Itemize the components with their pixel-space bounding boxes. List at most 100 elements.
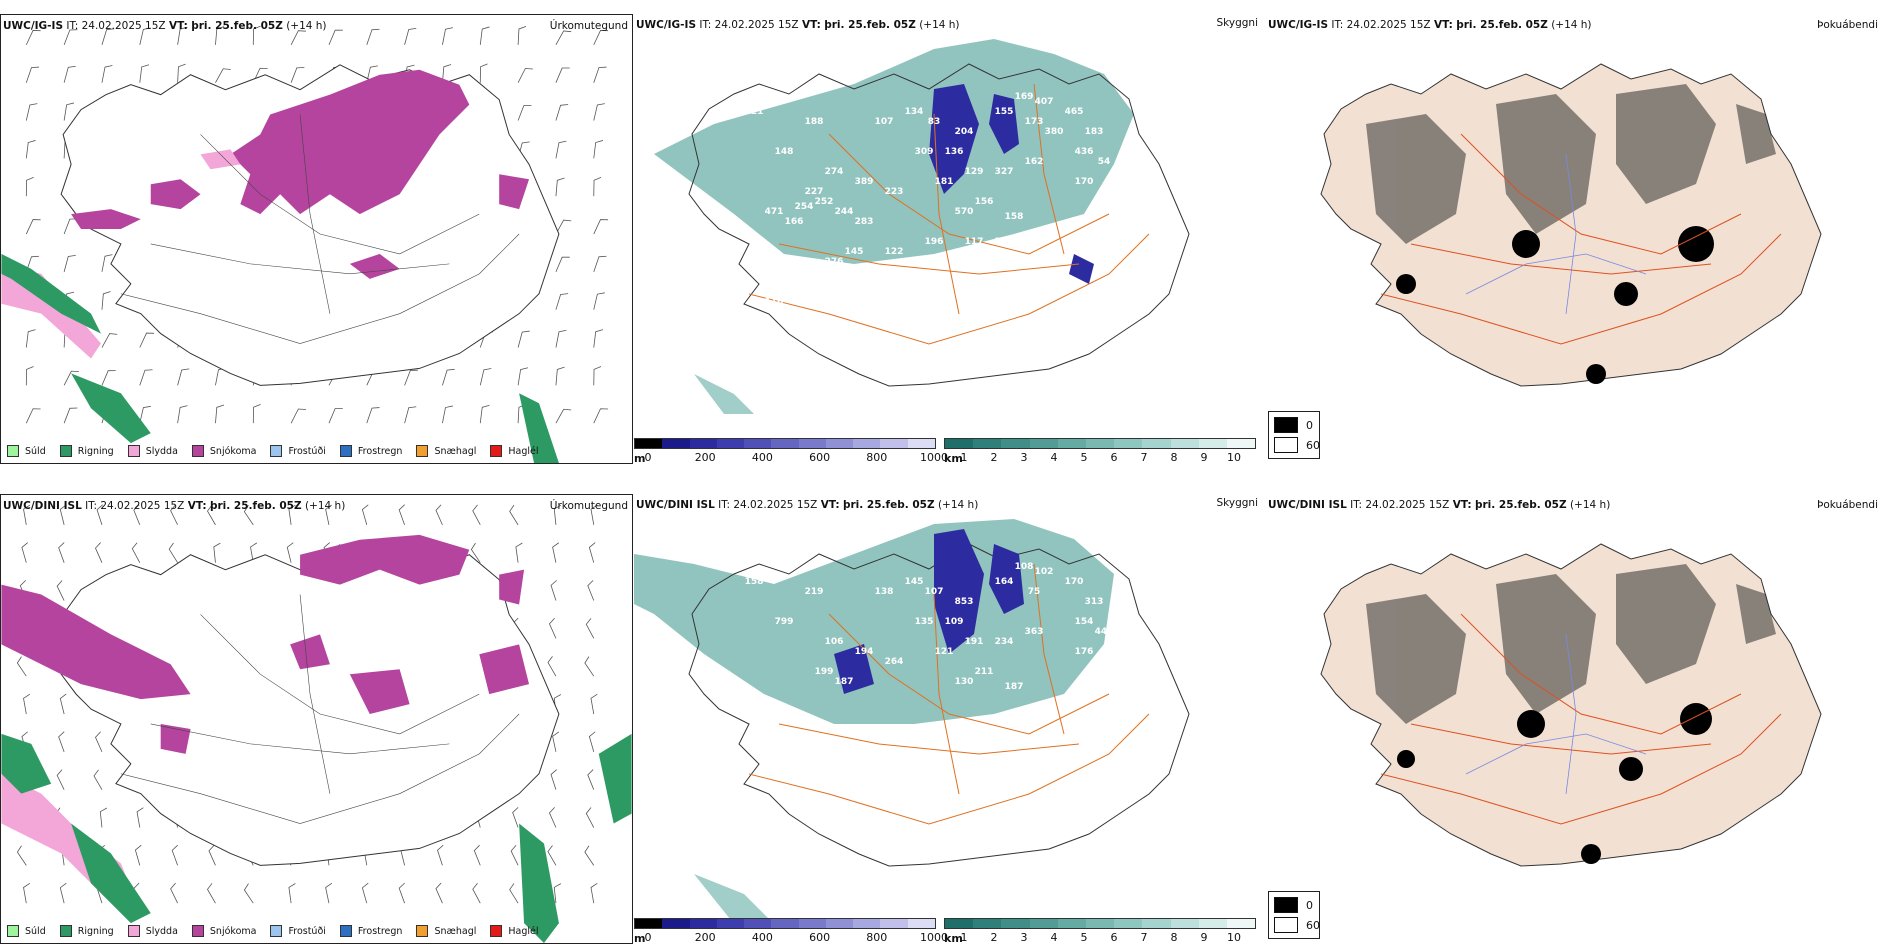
precip-legend-item: Frostúði xyxy=(270,925,326,937)
ceiling-value-label: 164 xyxy=(995,577,1014,587)
fog-index-panel-row2: UWC/DINI ISL IT: 24.02.2025 15Z VT: þri.… xyxy=(1266,494,1900,944)
wind-barb xyxy=(552,731,560,752)
precip-legend-label: Súld xyxy=(25,925,46,937)
wind-barb xyxy=(56,769,65,790)
wind-barb xyxy=(593,140,604,159)
colorbar-tick: 1 xyxy=(960,931,968,944)
ceiling-value-label: 234 xyxy=(995,637,1014,647)
rain-areas xyxy=(1,733,632,943)
wind-barb xyxy=(550,580,557,601)
road-network xyxy=(1380,133,1782,345)
wind-barb xyxy=(548,617,557,639)
wind-barb xyxy=(59,504,67,525)
ceiling-value-label: 75 xyxy=(1028,587,1041,597)
colorbar-swatch xyxy=(689,439,717,448)
precip-legend-item: Súld xyxy=(7,445,46,457)
ceiling-value-label: 169 xyxy=(1015,92,1034,102)
precip-type-map xyxy=(1,504,632,943)
model-name: UWC/DINI ISL xyxy=(636,499,715,511)
low-ceiling-areas xyxy=(834,529,1024,694)
wind-barb xyxy=(215,404,225,424)
ceiling-value-label: 107 xyxy=(925,587,944,597)
wind-barb xyxy=(207,504,216,526)
wind-barb xyxy=(59,693,67,715)
colorbar-swatch xyxy=(1142,919,1171,928)
ceiling-value-label: 313 xyxy=(1085,597,1104,607)
wind-barb xyxy=(479,63,488,83)
precip-legend-label: Snjókoma xyxy=(209,445,257,457)
colorbar-swatch xyxy=(1114,919,1143,928)
panel-title: UWC/DINI ISL IT: 24.02.2025 15Z VT: þri.… xyxy=(3,500,345,512)
wind-barb xyxy=(517,330,530,348)
visibility-unit: km xyxy=(944,452,963,464)
ceiling-value-label: 117 xyxy=(965,237,984,247)
colorbar-swatch xyxy=(825,919,854,928)
visibility-field xyxy=(634,519,1114,724)
wind-barb xyxy=(168,542,178,563)
visibility-field-west xyxy=(694,374,754,414)
fog-legend-bottom-swatch xyxy=(1274,917,1298,933)
ceiling-value-label: 254 xyxy=(795,202,814,212)
precip-legend-label: Frostregn xyxy=(357,445,403,457)
ceiling-value-label: 148 xyxy=(775,147,794,157)
ceiling-value-label: 145 xyxy=(905,577,924,587)
ceiling-value-label: 252 xyxy=(815,197,834,207)
precip-legend-swatch xyxy=(127,445,140,457)
colorbar-tick: 200 xyxy=(694,451,716,464)
ceiling-value-label: 166 xyxy=(785,217,804,227)
ceiling-value-label: 407 xyxy=(1035,97,1054,107)
precip-legend-item: Haglél xyxy=(490,445,539,457)
wind-barb xyxy=(177,63,186,83)
precip-legend-swatch xyxy=(127,925,140,937)
ceiling-value-label: 441 xyxy=(1095,627,1114,637)
fog-index-map xyxy=(1320,63,1822,387)
colorbar-swatch xyxy=(798,919,826,928)
colorbar-tick: 400 xyxy=(751,931,773,944)
colorbar-tick: 1000 xyxy=(920,931,948,944)
fog-legend-row1: 0 60 xyxy=(1268,411,1320,459)
wind-barb xyxy=(588,542,596,563)
ceiling-value-label: 170 xyxy=(1065,577,1084,587)
wind-barb xyxy=(63,65,76,83)
wind-barb xyxy=(593,177,602,197)
wind-barb xyxy=(361,882,369,904)
colorbar-swatch xyxy=(907,919,935,928)
colorbar-tick: 6 xyxy=(1110,931,1118,944)
wind-barb xyxy=(63,370,79,386)
wind-barb xyxy=(479,368,492,386)
wind-barb xyxy=(328,408,343,424)
wind-barb xyxy=(547,656,557,677)
ceiling-value-label: 853 xyxy=(955,597,974,607)
ceiling-value-label: 138 xyxy=(875,587,894,597)
colorbar-swatch xyxy=(973,919,1002,928)
wind-barb xyxy=(593,66,607,83)
valid-time: þri. 25.feb. 05Z xyxy=(824,19,916,31)
ceiling-value-label: 194 xyxy=(855,647,874,657)
colorbar-swatch xyxy=(1085,919,1115,928)
colorbar-tick: 1 xyxy=(960,451,968,464)
wind-barb xyxy=(101,291,111,310)
colorbar-tick: 400 xyxy=(751,451,773,464)
wind-barb xyxy=(25,30,41,46)
panel-title: UWC/IG-IS IT: 24.02.2025 15Z VT: þri. 25… xyxy=(1268,19,1592,31)
precip-legend-label: Frostregn xyxy=(357,925,403,937)
wind-barb xyxy=(552,542,560,563)
wind-barb xyxy=(585,618,595,639)
precip-type-panel-row1: UWC/IG-IS IT: 24.02.2025 15Z VT: þri. 25… xyxy=(0,14,633,464)
fog-legend-bottom-swatch xyxy=(1274,437,1298,453)
colorbar-tick: 7 xyxy=(1140,931,1148,944)
colorbar-swatch xyxy=(771,439,799,448)
precip-legend-label: Haglél xyxy=(508,925,539,937)
ceiling-unit: m xyxy=(634,452,646,464)
wind-barb xyxy=(101,65,113,83)
colorbar-swatch xyxy=(662,919,690,928)
precip-legend-item: Súld xyxy=(7,925,46,937)
valid-time-label: VT: xyxy=(168,20,188,32)
wind-barb xyxy=(23,693,31,715)
precip-legend-label: Snæhagl xyxy=(434,445,477,457)
wind-barb xyxy=(59,882,67,904)
wind-barb xyxy=(555,177,565,197)
ceiling-value-label: 121 xyxy=(935,647,954,657)
